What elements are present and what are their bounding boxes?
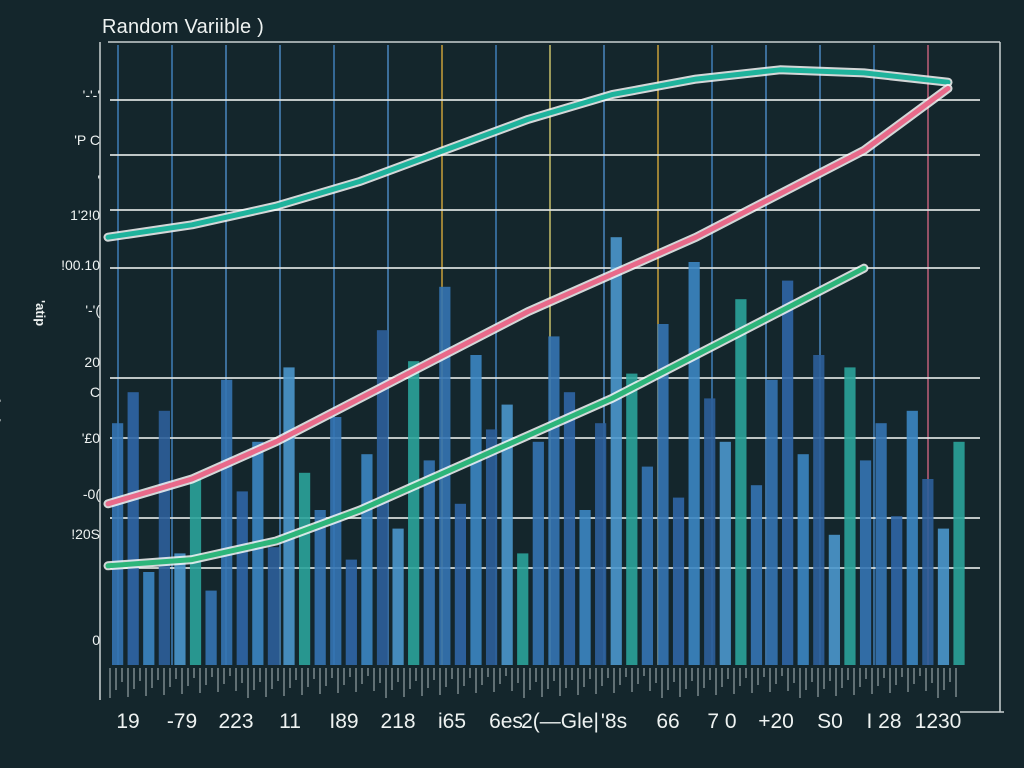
bar <box>501 404 513 665</box>
bar <box>392 528 404 665</box>
x-tick-label: i65 <box>438 710 466 733</box>
x-tick-label: 6es <box>489 710 523 733</box>
bar <box>704 398 716 665</box>
bar <box>875 423 887 665</box>
bar <box>922 479 934 665</box>
y-tick-label: !20S <box>71 526 100 542</box>
bar <box>953 441 965 665</box>
bar <box>470 355 482 665</box>
y-tick-label: 20 <box>84 354 100 370</box>
x-tick-label: 66 <box>656 710 679 733</box>
y-tick-label: !00.10 <box>61 257 100 273</box>
bar <box>361 454 373 665</box>
bar <box>221 379 233 665</box>
bar <box>735 299 747 665</box>
bar <box>563 392 576 665</box>
bar <box>236 491 248 665</box>
bar <box>891 516 903 665</box>
x-tick-label: +20 <box>758 710 794 733</box>
x-tick-label: '8s <box>601 710 627 733</box>
bar <box>859 460 872 665</box>
bar <box>314 510 326 665</box>
chart-title: Random Variible ) <box>102 16 264 38</box>
bar <box>906 410 918 665</box>
bar <box>454 503 467 665</box>
bar <box>797 454 809 665</box>
bar <box>112 423 124 665</box>
bar <box>626 373 638 665</box>
bar <box>579 510 591 665</box>
x-tick-label: 218 <box>380 710 415 733</box>
series-line <box>105 67 951 240</box>
bar <box>813 355 825 665</box>
x-tick-label: 11 <box>279 710 301 733</box>
bar <box>657 324 669 665</box>
bar <box>205 590 217 665</box>
bar <box>189 479 202 665</box>
bar <box>641 466 654 665</box>
bar <box>283 367 295 665</box>
x-tick-label: 2(—Gle| <box>521 710 599 733</box>
series-line <box>105 85 951 507</box>
bar <box>127 392 139 665</box>
series-line <box>105 265 867 569</box>
x-tick-label: S0 <box>817 710 843 733</box>
bar <box>532 441 544 665</box>
x-tick-label: I 28 <box>866 710 901 733</box>
bar <box>408 361 420 665</box>
y-tick-label: C <box>90 384 100 400</box>
bar <box>252 441 264 665</box>
bar <box>782 280 794 665</box>
bar <box>517 553 529 665</box>
bar <box>610 237 622 665</box>
bar <box>158 410 170 665</box>
bar <box>672 497 685 665</box>
y-tick-label: ' <box>97 172 100 188</box>
x-tick-label: 1230 <box>915 710 962 733</box>
y-tick-label: 0 <box>92 632 100 648</box>
bar <box>750 485 763 665</box>
bar <box>548 336 560 665</box>
y-tick-label: -0( <box>83 486 100 502</box>
x-tick-label: -79 <box>167 710 197 733</box>
bar <box>423 460 435 665</box>
bar <box>595 423 607 665</box>
bar <box>174 553 186 665</box>
y-tick-label: '-'-' <box>83 87 100 103</box>
y-tick-label: '£0 <box>82 430 100 446</box>
bar <box>345 559 357 665</box>
x-tick-label: 223 <box>218 710 253 733</box>
x-tick-label: 19 <box>116 710 139 733</box>
x-tick-label: I89 <box>329 710 358 733</box>
x-tick-label: 7 0 <box>707 710 736 733</box>
bar <box>844 367 856 665</box>
bar <box>298 472 311 665</box>
bar <box>330 417 342 665</box>
bar <box>143 572 155 665</box>
bar <box>267 547 280 665</box>
bar <box>937 528 950 665</box>
bar <box>828 534 840 665</box>
y-tick-label: 'P C <box>74 132 100 148</box>
bar <box>719 441 731 665</box>
y-tick-label: '-'( <box>85 302 100 318</box>
series-line-glow <box>103 65 953 242</box>
bar <box>485 429 498 665</box>
bar <box>766 379 778 665</box>
bar <box>688 262 700 665</box>
y-tick-label: 1'2!0 <box>70 207 100 223</box>
